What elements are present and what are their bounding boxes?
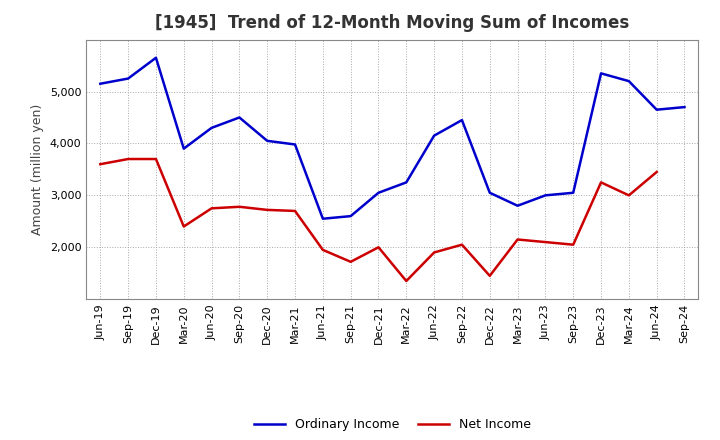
Ordinary Income [152, 55, 161, 60]
Net Income [96, 161, 104, 167]
Net Income [402, 279, 410, 284]
Line: Net Income: Net Income [100, 159, 657, 281]
Net Income [124, 156, 132, 161]
Net Income [624, 193, 633, 198]
Net Income [485, 273, 494, 279]
Ordinary Income [485, 190, 494, 195]
Ordinary Income [124, 76, 132, 81]
Net Income [513, 237, 522, 242]
Net Income [430, 250, 438, 255]
Ordinary Income [207, 125, 216, 131]
Ordinary Income [291, 142, 300, 147]
Net Income [152, 156, 161, 161]
Ordinary Income [458, 117, 467, 123]
Ordinary Income [96, 81, 104, 86]
Net Income [346, 259, 355, 264]
Net Income [318, 247, 327, 253]
Net Income [374, 245, 383, 250]
Ordinary Income [374, 190, 383, 195]
Net Income [541, 239, 550, 245]
Ordinary Income [430, 133, 438, 138]
Ordinary Income [624, 78, 633, 84]
Net Income [458, 242, 467, 247]
Net Income [291, 208, 300, 213]
Net Income [179, 224, 188, 229]
Legend: Ordinary Income, Net Income: Ordinary Income, Net Income [248, 413, 536, 436]
Line: Ordinary Income: Ordinary Income [100, 58, 685, 219]
Ordinary Income [346, 213, 355, 219]
Net Income [263, 207, 271, 213]
Net Income [569, 242, 577, 247]
Ordinary Income [680, 104, 689, 110]
Net Income [235, 204, 243, 209]
Ordinary Income [263, 138, 271, 143]
Net Income [207, 205, 216, 211]
Title: [1945]  Trend of 12-Month Moving Sum of Incomes: [1945] Trend of 12-Month Moving Sum of I… [156, 15, 629, 33]
Ordinary Income [513, 203, 522, 209]
Ordinary Income [597, 71, 606, 76]
Net Income [597, 180, 606, 185]
Y-axis label: Amount (million yen): Amount (million yen) [32, 104, 45, 235]
Ordinary Income [402, 180, 410, 185]
Ordinary Income [235, 115, 243, 120]
Ordinary Income [179, 146, 188, 151]
Ordinary Income [569, 190, 577, 195]
Ordinary Income [318, 216, 327, 221]
Net Income [652, 169, 661, 175]
Ordinary Income [652, 107, 661, 112]
Ordinary Income [541, 193, 550, 198]
